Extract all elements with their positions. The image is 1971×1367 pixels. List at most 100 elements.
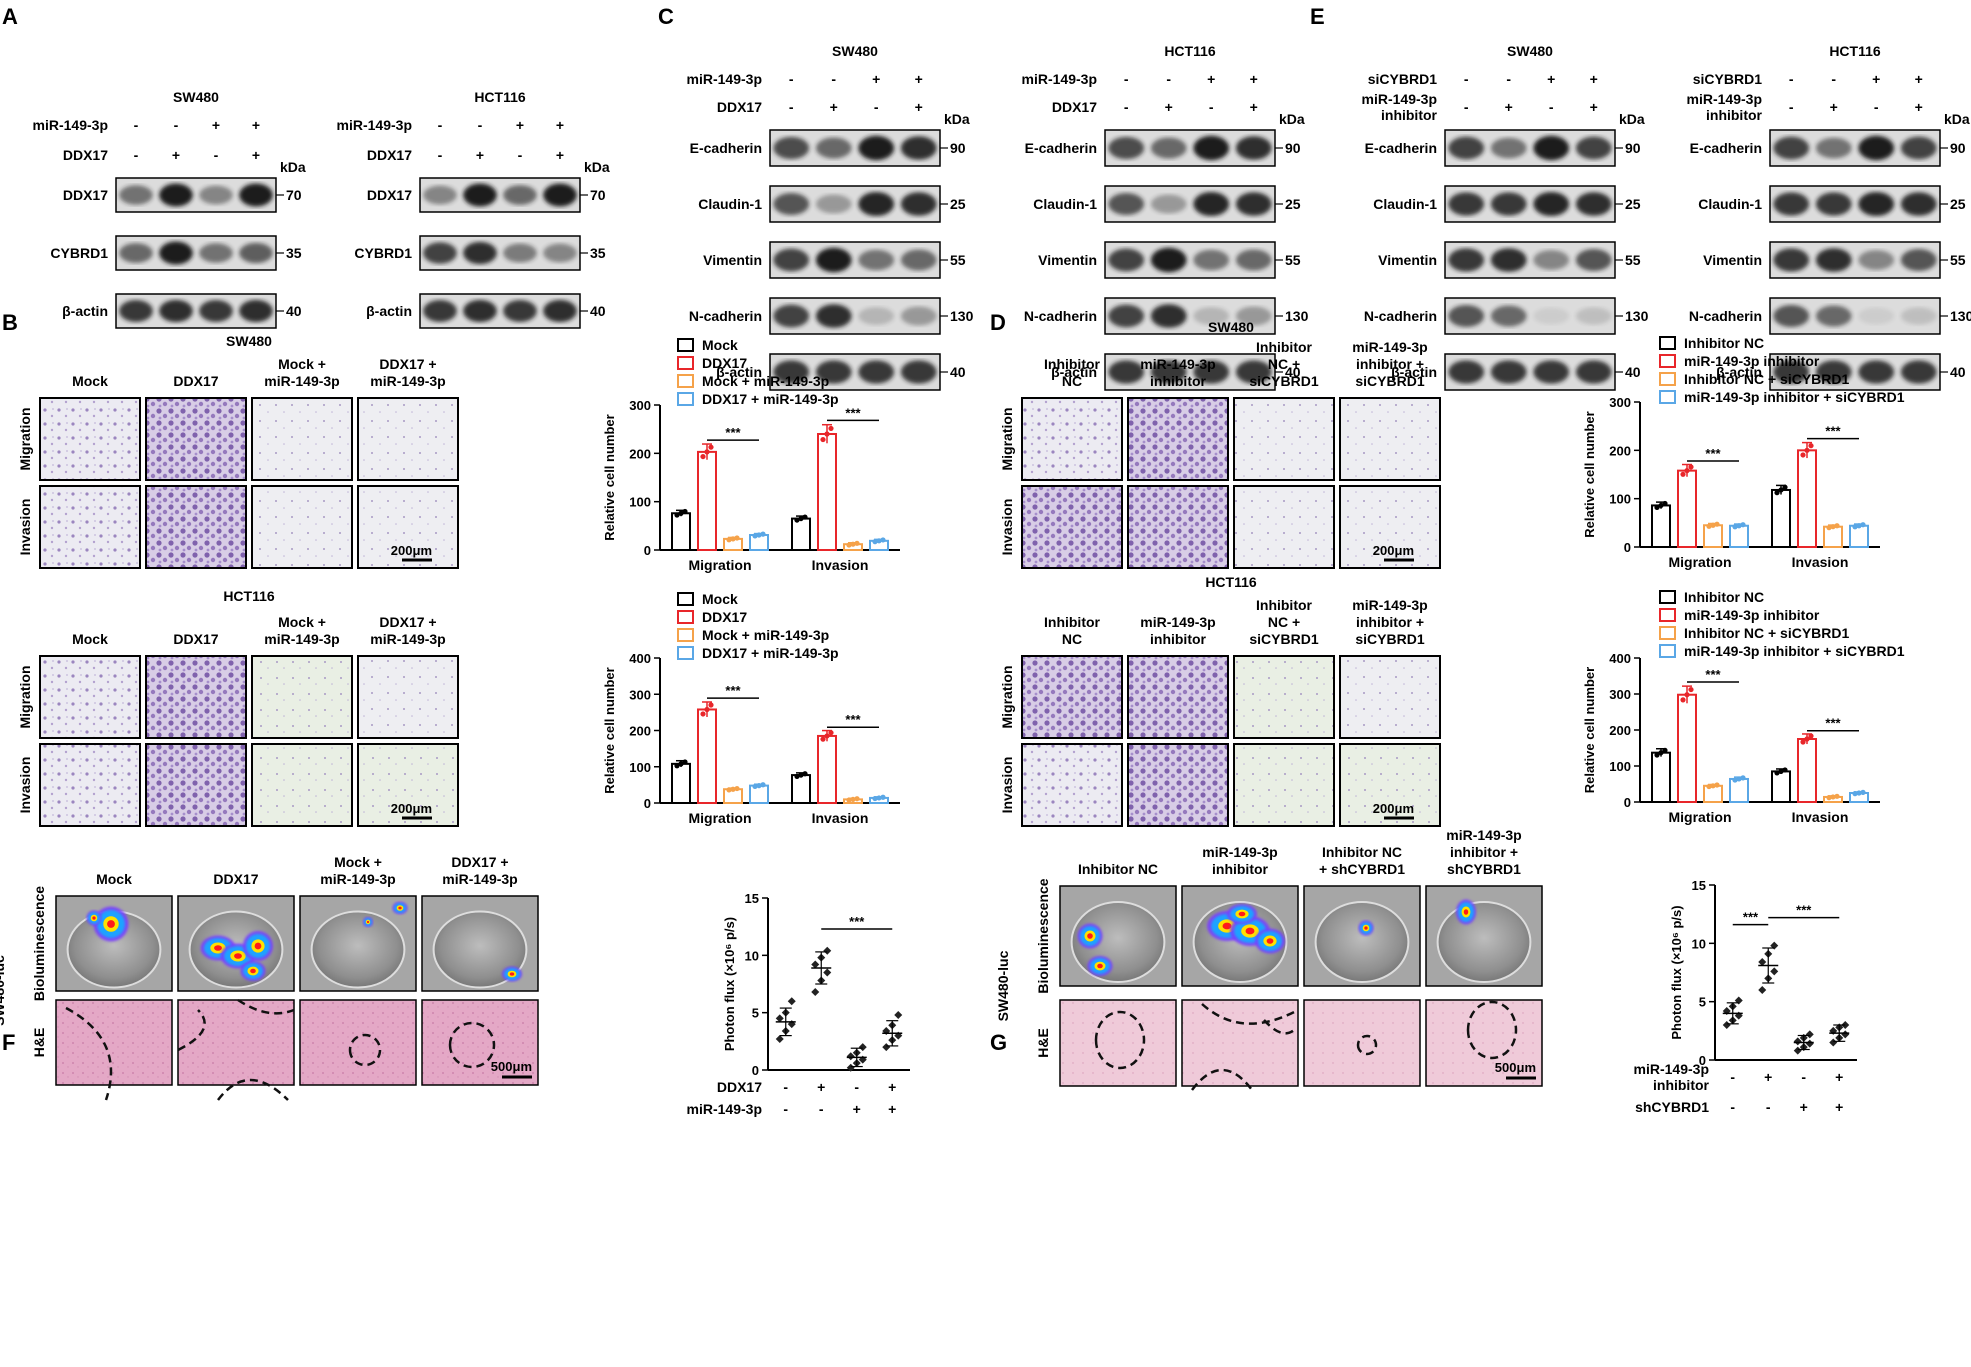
blot-band — [1490, 137, 1527, 159]
row-label: Migration — [17, 408, 33, 471]
cell-line-title: HCT116 — [474, 89, 526, 105]
blot-band — [423, 242, 457, 264]
blot-band — [423, 300, 457, 322]
y-tick-label: 5 — [1699, 995, 1706, 1010]
bar — [1677, 693, 1697, 803]
blot-band — [1773, 248, 1810, 272]
data-point — [760, 782, 766, 788]
data-point — [1736, 523, 1742, 529]
legend-swatch — [1659, 390, 1676, 404]
micrograph — [357, 655, 459, 739]
kda-value: 55 — [1285, 252, 1301, 268]
band-label: N-cadherin — [1689, 308, 1762, 324]
condition-sign: - — [1549, 99, 1554, 115]
data-point — [820, 736, 826, 742]
signal-peak — [214, 945, 222, 951]
group-label: inhibitor — [1150, 631, 1207, 647]
condition-label: miR-149-3p — [1634, 1061, 1709, 1077]
signal-peak — [234, 953, 242, 959]
data-point — [682, 759, 688, 765]
condition-label: shCYBRD1 — [1635, 1099, 1709, 1115]
legend-entry: Mock + miR-149-3p — [702, 373, 829, 389]
kda-value: 40 — [590, 303, 606, 319]
kda-label: kDa — [280, 159, 306, 175]
micrograph — [1021, 397, 1123, 481]
data-point — [1793, 1046, 1802, 1055]
y-tick-label: 200 — [1609, 443, 1631, 458]
group-label: inhibitor — [1150, 373, 1207, 389]
tumor-outline — [177, 1009, 206, 1052]
data-point — [1774, 770, 1780, 776]
blot-band — [1193, 191, 1230, 217]
data-point — [824, 431, 830, 437]
y-tick-label: 5 — [752, 1006, 759, 1021]
condition-label: DDX17 — [367, 147, 412, 163]
y-tick-label: 15 — [745, 891, 759, 906]
condition-sign: + — [1835, 1069, 1843, 1085]
data-point — [880, 794, 886, 800]
condition-sign: + — [872, 71, 880, 87]
legend-entry: miR-149-3p inhibitor — [1684, 607, 1820, 623]
data-point — [1856, 790, 1862, 796]
blot-band — [773, 193, 810, 215]
band-label: E-cadherin — [690, 140, 762, 156]
band-label: E-cadherin — [1025, 140, 1097, 156]
data-point — [1860, 789, 1866, 795]
y-axis-label: Photon flux (×10⁶ p/s) — [722, 917, 737, 1051]
panel-letter-F: F — [2, 1030, 15, 1055]
condition-sign: + — [1547, 71, 1555, 87]
micrograph — [1127, 485, 1229, 569]
blot-band — [1108, 248, 1145, 272]
tumor-outline — [1094, 1010, 1146, 1070]
data-point — [1804, 736, 1810, 742]
kda-label: kDa — [1279, 111, 1305, 127]
kda-value: 40 — [286, 303, 302, 319]
condition-sign: - — [783, 1079, 788, 1095]
data-point — [1852, 524, 1858, 530]
legend-entry: Inhibitor NC — [1684, 335, 1764, 351]
bar-chart-B-HCT116: Mock DDX17 Mock + miR-149-3p DDX17 + miR-14… — [602, 591, 900, 826]
micrograph — [1339, 743, 1441, 827]
blot-band — [1815, 305, 1852, 327]
x-category-label: Migration — [689, 557, 752, 573]
scatter-plot-F: 0 5 10 15 Photon flux (×10⁶ p/s) *** DDX17 - + - +… — [687, 891, 910, 1117]
data-point — [794, 773, 800, 780]
band-label: β-actin — [1716, 364, 1762, 380]
blot-band — [119, 300, 153, 322]
data-point — [1732, 777, 1738, 783]
blot-band — [503, 300, 537, 322]
bar — [1729, 524, 1749, 549]
blot-band — [1773, 360, 1810, 384]
liver-organ — [432, 910, 528, 989]
condition-sign: - — [1506, 71, 1511, 87]
micrograph — [357, 485, 459, 569]
band-label: Vimentin — [1038, 252, 1097, 268]
condition-label: DDX17 — [63, 147, 108, 163]
micrograph — [1339, 485, 1441, 569]
bar-chart-D-HCT116: Inhibitor NC miR-149-3p inhibitor Inhibito… — [1582, 589, 1905, 825]
legend-entry: Mock — [702, 591, 738, 607]
legend-swatch — [677, 610, 694, 624]
condition-sign: + — [556, 117, 564, 133]
data-point — [823, 968, 832, 977]
micrograph — [251, 655, 353, 739]
legend-entry: DDX17 + miR-149-3p — [702, 391, 839, 407]
blot-band — [1235, 360, 1272, 384]
cell-line-title: SW480 — [1208, 319, 1254, 335]
data-point — [1740, 522, 1746, 528]
kda-label: kDa — [1944, 111, 1970, 127]
blot-band — [239, 299, 273, 323]
blot-band — [773, 248, 810, 272]
scale-bar-label: 200μm — [391, 801, 432, 816]
group-label: DDX17 + — [451, 854, 508, 870]
condition-sign: + — [1915, 71, 1923, 87]
group-label: inhibitor + — [1450, 844, 1518, 860]
kda-value: 130 — [950, 308, 974, 324]
cell-line-title: HCT116 — [1829, 43, 1881, 59]
data-point — [828, 425, 834, 432]
blot-band — [199, 300, 233, 322]
signal-peak — [1238, 911, 1246, 917]
x-category-label: Invasion — [812, 810, 869, 826]
